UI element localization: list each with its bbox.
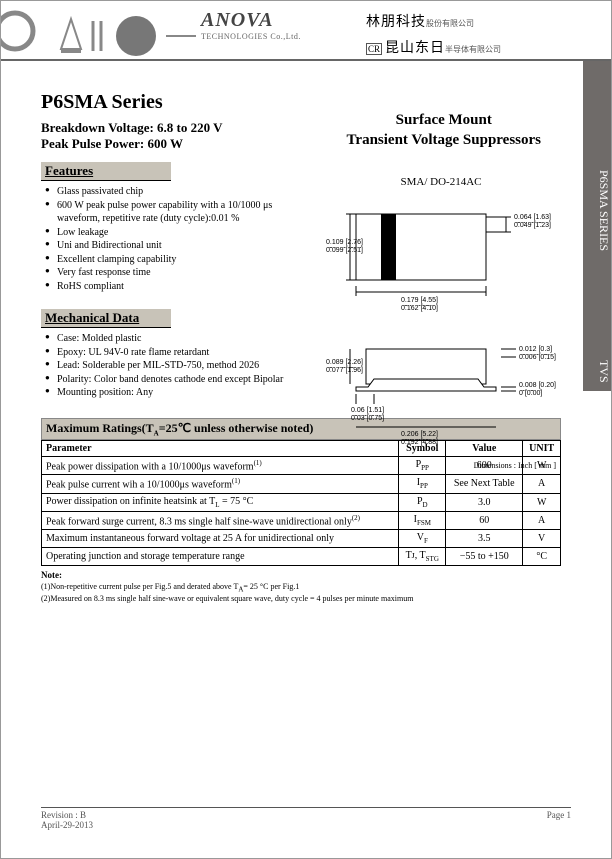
unit-cell: A xyxy=(523,475,561,493)
logo-sub: TECHNOLOGIES Co.,Ltd. xyxy=(201,32,301,41)
note2: (2)Measured on 8.3 ms single half sine-w… xyxy=(41,594,561,604)
mech-item: Case: Molded plastic xyxy=(45,332,301,346)
footer-rev: Revision : B xyxy=(41,810,93,820)
logo: ANOVA TECHNOLOGIES Co.,Ltd. xyxy=(201,9,301,41)
symbol-cell: Tᴊ, TSTG xyxy=(399,547,446,565)
param-cell: Peak forward surge current, 8.3 ms singl… xyxy=(42,511,399,529)
features-header: Features xyxy=(41,162,171,181)
svg-text:0.008 [0.20]: 0.008 [0.20] xyxy=(519,382,556,389)
value-cell: −55 to +150 xyxy=(446,547,523,565)
cn-line2: 昆山东日 xyxy=(385,41,445,56)
value-cell: See Next Table xyxy=(446,475,523,493)
footer-line xyxy=(41,807,571,808)
mech-item: Mounting position: Any xyxy=(45,386,301,400)
feature-item: RoHS compliant xyxy=(45,280,301,294)
svg-text:0.179 [4.55]: 0.179 [4.55] xyxy=(401,297,438,304)
feature-item: 600 W peak pulse power capability with a… xyxy=(45,199,301,226)
symbol-cell: PD xyxy=(399,493,446,511)
dims-note: Dimensions : Inch [ mm ] xyxy=(326,461,556,470)
cn-line1-small: 股份有限公司 xyxy=(426,19,474,28)
svg-text:0.089 [2.26]: 0.089 [2.26] xyxy=(326,359,363,366)
unit-cell: °C xyxy=(523,547,561,565)
header-decor xyxy=(1,1,201,61)
ratings-hdr-tail: =25℃ unless otherwise noted) xyxy=(159,421,314,435)
feature-item: Low leakage xyxy=(45,226,301,240)
cn-prefix: CR xyxy=(366,43,382,55)
footer-page: Page 1 xyxy=(547,810,571,830)
unit-cell: V xyxy=(523,529,561,547)
table-row: Peak pulse current wih a 10/1000μs wavef… xyxy=(42,475,561,493)
param-cell: Maximum instantaneous forward voltage at… xyxy=(42,529,399,547)
ratings-hdr-text: Maximum Ratings(T xyxy=(46,421,154,435)
mech-list: Case: Molded plasticEpoxy: UL 94V-0 rate… xyxy=(45,332,301,400)
svg-text:0.06 [1.51]: 0.06 [1.51] xyxy=(351,407,384,414)
header: ANOVA TECHNOLOGIES Co.,Ltd. 林朋科技股份有限公司 C… xyxy=(1,1,611,61)
unit-cell: W xyxy=(523,493,561,511)
param-cell: Operating junction and storage temperatu… xyxy=(42,547,399,565)
svg-text:0.192 [4.88]: 0.192 [4.88] xyxy=(401,439,438,446)
svg-text:0.077 [1.96]: 0.077 [1.96] xyxy=(326,367,363,374)
feature-item: Very fast response time xyxy=(45,266,301,280)
footer: Revision : B April-29-2013 Page 1 xyxy=(41,810,571,830)
symbol-cell: VF xyxy=(399,529,446,547)
symbol-cell: IPP xyxy=(399,475,446,493)
cn-text: 林朋科技股份有限公司 CR 昆山东日半导体有限公司 xyxy=(366,11,501,57)
svg-text:0.162 [4.10]: 0.162 [4.10] xyxy=(401,305,438,312)
param-cell: Power dissipation on infinite heatsink a… xyxy=(42,493,399,511)
svg-text:0.099 [2.51]: 0.099 [2.51] xyxy=(326,247,363,254)
svg-text:0.03 [0.75]: 0.03 [0.75] xyxy=(351,415,384,422)
side-tab-tvs: TVS xyxy=(583,341,611,391)
note-title: Note: xyxy=(41,570,561,582)
cn-line2-small: 半导体有限公司 xyxy=(445,45,501,54)
mech-header: Mechanical Data xyxy=(41,309,171,328)
mech-item: Epoxy: UL 94V-0 rate flame retardant xyxy=(45,346,301,360)
svg-text:0.006 [0.15]: 0.006 [0.15] xyxy=(519,354,556,361)
mech-item: Lead: Solderable per MIL-STD-750, method… xyxy=(45,359,301,373)
svg-text:0.109 [2.76]: 0.109 [2.76] xyxy=(326,239,363,246)
subtitle1: Surface Mount xyxy=(347,111,541,131)
symbol-cell: IFSM xyxy=(399,511,446,529)
package-diagram: SMA/ DO-214AC 0.064 [1.63] 0.049 [1.23] xyxy=(326,176,556,470)
side-tab-series: P6SMA SERIES xyxy=(583,61,611,341)
logo-name: ANOVA xyxy=(201,9,301,32)
features-list: Glass passivated chip600 W peak pulse po… xyxy=(45,185,301,293)
mech-item: Polarity: Color band denotes cathode end… xyxy=(45,373,301,387)
value-cell: 3.5 xyxy=(446,529,523,547)
table-row: Peak forward surge current, 8.3 ms singl… xyxy=(42,511,561,529)
diagram-svg: 0.064 [1.63] 0.049 [1.23] 0.109 [2.76] 0… xyxy=(326,194,556,454)
subtitle2: Transient Voltage Suppressors xyxy=(347,131,541,151)
subtitle: Surface Mount Transient Voltage Suppress… xyxy=(347,111,541,150)
feature-item: Glass passivated chip xyxy=(45,185,301,199)
value-cell: 3.0 xyxy=(446,493,523,511)
table-row: Operating junction and storage temperatu… xyxy=(42,547,561,565)
feature-item: Excellent clamping capability xyxy=(45,253,301,267)
svg-text:0.012 [0.3]: 0.012 [0.3] xyxy=(519,346,552,353)
footer-left: Revision : B April-29-2013 xyxy=(41,810,93,830)
svg-text:0 [0.00]: 0 [0.00] xyxy=(519,390,542,397)
svg-text:0.064 [1.63]: 0.064 [1.63] xyxy=(514,214,551,221)
svg-text:0.206 [5.22]: 0.206 [5.22] xyxy=(401,431,438,438)
page: ANOVA TECHNOLOGIES Co.,Ltd. 林朋科技股份有限公司 C… xyxy=(0,0,612,859)
notes: Note: (1)Non-repetitive current pulse pe… xyxy=(41,570,561,605)
package-label: SMA/ DO-214AC xyxy=(326,176,556,188)
feature-item: Uni and Bidirectional unit xyxy=(45,239,301,253)
unit-cell: A xyxy=(523,511,561,529)
table-row: Maximum instantaneous forward voltage at… xyxy=(42,529,561,547)
note1: (1)Non-repetitive current pulse per Fig.… xyxy=(41,582,561,595)
table-row: Power dissipation on infinite heatsink a… xyxy=(42,493,561,511)
content: P6SMA Series Breakdown Voltage: 6.8 to 2… xyxy=(1,61,611,615)
svg-text:0.049 [1.23]: 0.049 [1.23] xyxy=(514,222,551,229)
param-cell: Peak pulse current wih a 10/1000μs wavef… xyxy=(42,475,399,493)
footer-date: April-29-2013 xyxy=(41,820,93,830)
cn-line1: 林朋科技 xyxy=(366,15,426,30)
value-cell: 60 xyxy=(446,511,523,529)
